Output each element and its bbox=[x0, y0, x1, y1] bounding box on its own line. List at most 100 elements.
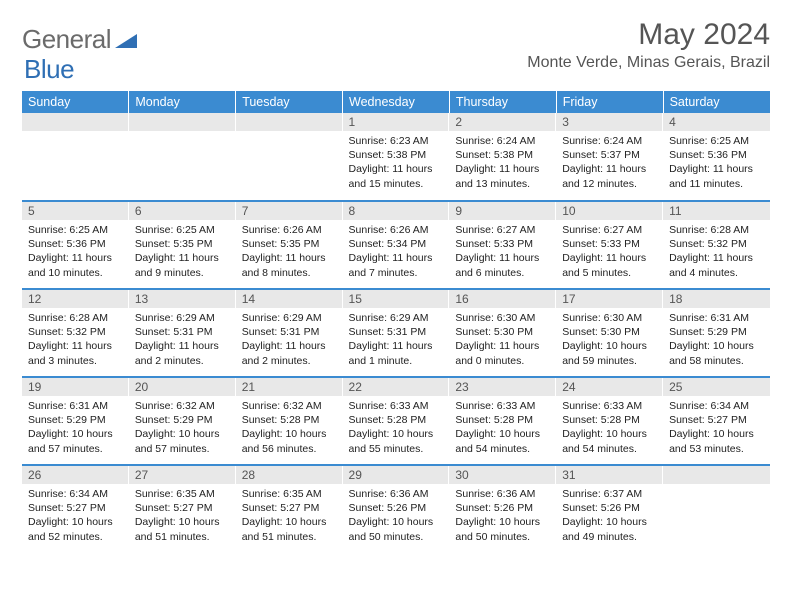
day-number: 24 bbox=[556, 378, 663, 396]
sunrise-text: Sunrise: 6:32 AM bbox=[242, 399, 337, 413]
day-details: Sunrise: 6:26 AMSunset: 5:35 PMDaylight:… bbox=[236, 220, 343, 284]
sunrise-text: Sunrise: 6:33 AM bbox=[349, 399, 444, 413]
day-number: 15 bbox=[343, 290, 450, 308]
sunset-text: Sunset: 5:26 PM bbox=[455, 501, 550, 515]
day-number: 14 bbox=[236, 290, 343, 308]
day-details: Sunrise: 6:29 AMSunset: 5:31 PMDaylight:… bbox=[343, 308, 450, 372]
calendar-day-cell bbox=[663, 465, 770, 553]
calendar-day-cell bbox=[22, 113, 129, 201]
daylight-text: Daylight: 10 hours and 57 minutes. bbox=[135, 427, 230, 455]
sunrise-text: Sunrise: 6:33 AM bbox=[562, 399, 657, 413]
sunrise-text: Sunrise: 6:30 AM bbox=[562, 311, 657, 325]
daylight-text: Daylight: 10 hours and 51 minutes. bbox=[135, 515, 230, 543]
sunset-text: Sunset: 5:28 PM bbox=[455, 413, 550, 427]
day-number: 9 bbox=[449, 202, 556, 220]
sunset-text: Sunset: 5:33 PM bbox=[562, 237, 657, 251]
logo-triangle-icon bbox=[115, 30, 137, 53]
sunset-text: Sunset: 5:28 PM bbox=[349, 413, 444, 427]
daylight-text: Daylight: 11 hours and 7 minutes. bbox=[349, 251, 444, 279]
weekday-header: Monday bbox=[129, 91, 236, 113]
weekday-header: Thursday bbox=[449, 91, 556, 113]
calendar-day-cell bbox=[236, 113, 343, 201]
daylight-text: Daylight: 10 hours and 59 minutes. bbox=[562, 339, 657, 367]
calendar-table: Sunday Monday Tuesday Wednesday Thursday… bbox=[22, 91, 770, 553]
daylight-text: Daylight: 11 hours and 15 minutes. bbox=[349, 162, 444, 190]
calendar-day-cell bbox=[129, 113, 236, 201]
sunset-text: Sunset: 5:27 PM bbox=[242, 501, 337, 515]
sunset-text: Sunset: 5:32 PM bbox=[28, 325, 123, 339]
sunrise-text: Sunrise: 6:34 AM bbox=[669, 399, 764, 413]
day-number bbox=[663, 466, 770, 484]
calendar-day-cell: 14Sunrise: 6:29 AMSunset: 5:31 PMDayligh… bbox=[236, 289, 343, 377]
calendar-day-cell: 12Sunrise: 6:28 AMSunset: 5:32 PMDayligh… bbox=[22, 289, 129, 377]
daylight-text: Daylight: 10 hours and 55 minutes. bbox=[349, 427, 444, 455]
month-title: May 2024 bbox=[527, 18, 770, 52]
sunrise-text: Sunrise: 6:35 AM bbox=[242, 487, 337, 501]
day-number: 19 bbox=[22, 378, 129, 396]
calendar-day-cell: 29Sunrise: 6:36 AMSunset: 5:26 PMDayligh… bbox=[343, 465, 450, 553]
day-number: 6 bbox=[129, 202, 236, 220]
calendar-day-cell: 3Sunrise: 6:24 AMSunset: 5:37 PMDaylight… bbox=[556, 113, 663, 201]
calendar-day-cell: 11Sunrise: 6:28 AMSunset: 5:32 PMDayligh… bbox=[663, 201, 770, 289]
day-details: Sunrise: 6:23 AMSunset: 5:38 PMDaylight:… bbox=[343, 131, 450, 195]
day-details: Sunrise: 6:37 AMSunset: 5:26 PMDaylight:… bbox=[556, 484, 663, 548]
sunset-text: Sunset: 5:36 PM bbox=[669, 148, 764, 162]
sunrise-text: Sunrise: 6:23 AM bbox=[349, 134, 444, 148]
calendar-day-cell: 20Sunrise: 6:32 AMSunset: 5:29 PMDayligh… bbox=[129, 377, 236, 465]
daylight-text: Daylight: 11 hours and 2 minutes. bbox=[242, 339, 337, 367]
daylight-text: Daylight: 11 hours and 5 minutes. bbox=[562, 251, 657, 279]
sunset-text: Sunset: 5:35 PM bbox=[135, 237, 230, 251]
sunrise-text: Sunrise: 6:29 AM bbox=[242, 311, 337, 325]
sunset-text: Sunset: 5:31 PM bbox=[135, 325, 230, 339]
sunset-text: Sunset: 5:35 PM bbox=[242, 237, 337, 251]
calendar-day-cell: 22Sunrise: 6:33 AMSunset: 5:28 PMDayligh… bbox=[343, 377, 450, 465]
sunrise-text: Sunrise: 6:30 AM bbox=[455, 311, 550, 325]
day-number: 31 bbox=[556, 466, 663, 484]
sunset-text: Sunset: 5:30 PM bbox=[455, 325, 550, 339]
day-details: Sunrise: 6:33 AMSunset: 5:28 PMDaylight:… bbox=[343, 396, 450, 460]
day-number: 4 bbox=[663, 113, 770, 131]
calendar-day-cell: 17Sunrise: 6:30 AMSunset: 5:30 PMDayligh… bbox=[556, 289, 663, 377]
daylight-text: Daylight: 10 hours and 51 minutes. bbox=[242, 515, 337, 543]
sunrise-text: Sunrise: 6:24 AM bbox=[455, 134, 550, 148]
sunset-text: Sunset: 5:29 PM bbox=[135, 413, 230, 427]
day-details: Sunrise: 6:29 AMSunset: 5:31 PMDaylight:… bbox=[129, 308, 236, 372]
daylight-text: Daylight: 10 hours and 58 minutes. bbox=[669, 339, 764, 367]
daylight-text: Daylight: 11 hours and 11 minutes. bbox=[669, 162, 764, 190]
sunset-text: Sunset: 5:38 PM bbox=[349, 148, 444, 162]
calendar-day-cell: 18Sunrise: 6:31 AMSunset: 5:29 PMDayligh… bbox=[663, 289, 770, 377]
weekday-header: Tuesday bbox=[236, 91, 343, 113]
calendar-day-cell: 23Sunrise: 6:33 AMSunset: 5:28 PMDayligh… bbox=[449, 377, 556, 465]
calendar-day-cell: 25Sunrise: 6:34 AMSunset: 5:27 PMDayligh… bbox=[663, 377, 770, 465]
day-details: Sunrise: 6:28 AMSunset: 5:32 PMDaylight:… bbox=[22, 308, 129, 372]
day-details: Sunrise: 6:30 AMSunset: 5:30 PMDaylight:… bbox=[449, 308, 556, 372]
daylight-text: Daylight: 10 hours and 54 minutes. bbox=[455, 427, 550, 455]
calendar-day-cell: 21Sunrise: 6:32 AMSunset: 5:28 PMDayligh… bbox=[236, 377, 343, 465]
calendar-week-row: 12Sunrise: 6:28 AMSunset: 5:32 PMDayligh… bbox=[22, 289, 770, 377]
sunset-text: Sunset: 5:29 PM bbox=[28, 413, 123, 427]
sunset-text: Sunset: 5:36 PM bbox=[28, 237, 123, 251]
calendar-day-cell: 19Sunrise: 6:31 AMSunset: 5:29 PMDayligh… bbox=[22, 377, 129, 465]
calendar-day-cell: 10 Sunrise: 6:27 AMSunset: 5:33 PMDayligh… bbox=[556, 201, 663, 289]
weekday-header-row: Sunday Monday Tuesday Wednesday Thursday… bbox=[22, 91, 770, 113]
daylight-text: Daylight: 11 hours and 8 minutes. bbox=[242, 251, 337, 279]
day-details: Sunrise: 6:25 AMSunset: 5:35 PMDaylight:… bbox=[129, 220, 236, 284]
day-number: 10 bbox=[556, 202, 663, 220]
day-details: Sunrise: 6:25 AMSunset: 5:36 PMDaylight:… bbox=[663, 131, 770, 195]
calendar-day-cell: 15Sunrise: 6:29 AMSunset: 5:31 PMDayligh… bbox=[343, 289, 450, 377]
calendar-week-row: 19Sunrise: 6:31 AMSunset: 5:29 PMDayligh… bbox=[22, 377, 770, 465]
daylight-text: Daylight: 10 hours and 57 minutes. bbox=[28, 427, 123, 455]
sunrise-text: Sunrise: 6:29 AM bbox=[135, 311, 230, 325]
day-details: Sunrise: 6:36 AMSunset: 5:26 PMDaylight:… bbox=[449, 484, 556, 548]
day-number: 23 bbox=[449, 378, 556, 396]
day-number: 29 bbox=[343, 466, 450, 484]
sunrise-text: Sunrise: 6:27 AM bbox=[562, 223, 657, 237]
sunset-text: Sunset: 5:34 PM bbox=[349, 237, 444, 251]
calendar-day-cell: 28Sunrise: 6:35 AMSunset: 5:27 PMDayligh… bbox=[236, 465, 343, 553]
calendar-week-row: 5Sunrise: 6:25 AMSunset: 5:36 PMDaylight… bbox=[22, 201, 770, 289]
calendar-day-cell: 8Sunrise: 6:26 AMSunset: 5:34 PMDaylight… bbox=[343, 201, 450, 289]
day-number: 21 bbox=[236, 378, 343, 396]
daylight-text: Daylight: 10 hours and 49 minutes. bbox=[562, 515, 657, 543]
daylight-text: Daylight: 10 hours and 52 minutes. bbox=[28, 515, 123, 543]
day-number: 30 bbox=[449, 466, 556, 484]
